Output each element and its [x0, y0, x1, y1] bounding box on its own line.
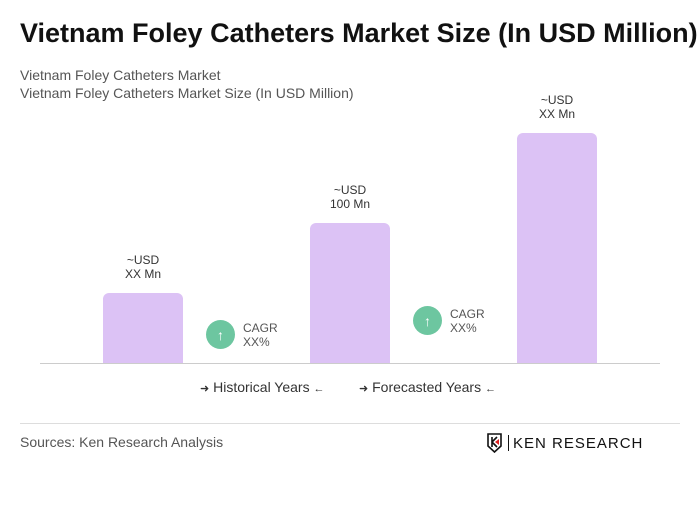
- divider: [20, 423, 680, 424]
- subtitle: Vietnam Foley Catheters Market: [20, 67, 221, 83]
- data-label-1: ~USD XX Mn: [124, 253, 161, 281]
- data-label-3: ~USD XX Mn: [538, 93, 575, 121]
- logo-shield-icon: [487, 433, 502, 453]
- subtitle-2: Vietnam Foley Catheters Market Size (In …: [20, 85, 354, 101]
- chart-title: Vietnam Foley Catheters Market Size (In …: [20, 18, 698, 48]
- data-label-2: ~USD 100 Mn: [329, 183, 371, 211]
- logo-text: KEN RESEARCH: [513, 434, 644, 452]
- bar-3: [517, 133, 597, 363]
- bar-2: [310, 223, 390, 363]
- legend-historical: ➜ Historical Years ←: [200, 379, 325, 395]
- ken-research-logo: KEN RESEARCH: [486, 433, 643, 453]
- cagr-badge-1: ↑ CAGR XX%: [206, 320, 278, 349]
- legend-forecasted: ➜ Forecasted Years ←: [359, 379, 496, 395]
- sources: Sources: Ken Research Analysis: [20, 434, 224, 450]
- arrow-up-icon: ↑: [206, 320, 235, 349]
- arrow-up-icon: ↑: [413, 306, 442, 335]
- x-axis: [40, 363, 660, 364]
- bar-1: [103, 293, 183, 363]
- cagr-badge-2: ↑ CAGR XX%: [413, 306, 485, 335]
